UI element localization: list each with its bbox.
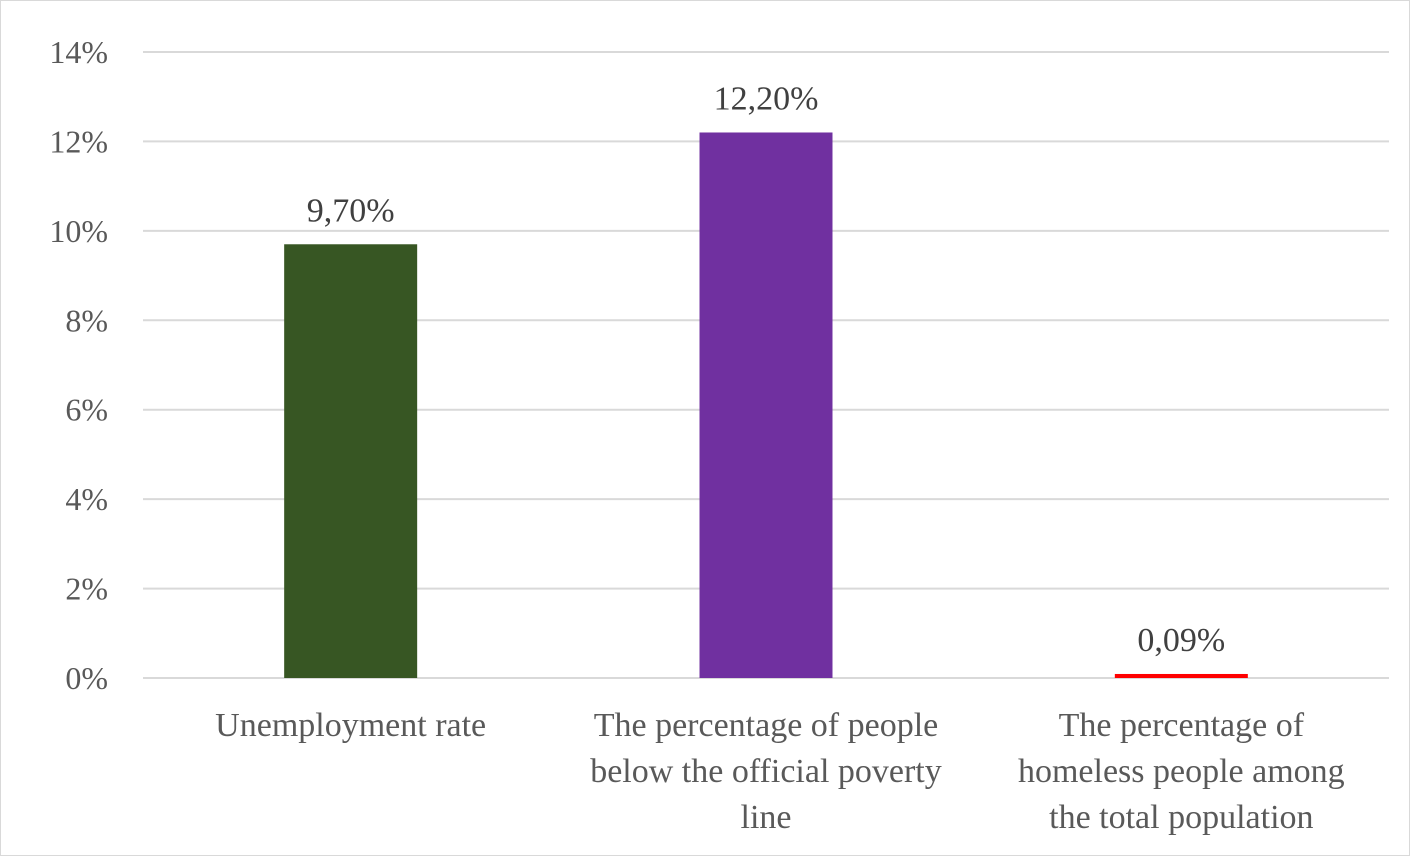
y-tick-label: 0%	[65, 660, 108, 696]
data-label: 9,70%	[307, 192, 395, 229]
data-label: 0,09%	[1137, 622, 1225, 659]
category-label: the total population	[1049, 799, 1313, 836]
data-labels: 9,70% 12,20% 0,09%	[307, 80, 1225, 658]
data-label: 12,20%	[714, 80, 819, 117]
bar	[284, 244, 418, 678]
y-axis-tick-labels: 0% 2% 4% 6% 8% 10% 12% 14%	[49, 34, 108, 696]
bars	[284, 132, 1248, 678]
category-label: The percentage of people	[594, 707, 939, 744]
y-tick-label: 4%	[65, 481, 108, 517]
bar	[699, 132, 833, 678]
category-label: homeless people among	[1018, 753, 1345, 790]
category-label: line	[741, 799, 792, 836]
y-tick-label: 14%	[49, 34, 108, 70]
category-label: The percentage of	[1059, 707, 1305, 744]
category-label: below the official poverty	[590, 753, 942, 790]
y-tick-label: 10%	[49, 213, 108, 249]
y-tick-label: 2%	[65, 571, 108, 607]
bar	[1114, 673, 1248, 678]
y-tick-label: 6%	[65, 392, 108, 428]
y-tick-label: 12%	[49, 123, 108, 159]
category-labels: Unemployment rate The percentage of peopl…	[215, 707, 1345, 836]
category-label: Unemployment rate	[215, 707, 486, 744]
y-tick-label: 8%	[65, 302, 108, 338]
